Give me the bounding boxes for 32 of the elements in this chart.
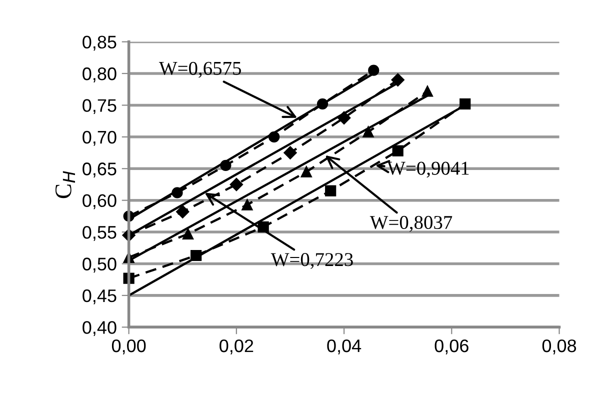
point xyxy=(300,166,312,178)
y-tick-label: 0,55 xyxy=(82,226,116,241)
point xyxy=(362,126,374,138)
x-tick-label: 0,02 xyxy=(220,339,254,354)
point xyxy=(242,199,253,210)
point xyxy=(230,178,244,192)
annotation: W=0,8037 xyxy=(370,216,452,232)
point xyxy=(391,73,404,86)
y-tick-label: 0,40 xyxy=(82,321,116,336)
y-tick-label: 0,65 xyxy=(82,162,116,178)
y-tick-label: 0,60 xyxy=(82,194,116,210)
point xyxy=(392,145,404,156)
point xyxy=(368,64,380,76)
y-tick-label: 0,50 xyxy=(82,258,116,273)
y-tick-label: 0,45 xyxy=(82,289,116,304)
annotation: W=0,7223 xyxy=(270,253,353,269)
point xyxy=(284,146,297,160)
annotation: W=0,6575 xyxy=(158,62,241,78)
point xyxy=(422,86,433,97)
y-axis-title: C$_{H}$ xyxy=(55,171,75,198)
x-tick-label: 0,06 xyxy=(434,339,468,354)
x-tick-label: 0,00 xyxy=(112,339,146,354)
x-tick-label: 0,04 xyxy=(327,339,362,354)
annotation: W=0,9041 xyxy=(387,162,469,178)
point xyxy=(182,228,194,240)
point xyxy=(325,185,336,196)
x-tick-label: 0,08 xyxy=(542,339,576,354)
y-tick-label: 0,75 xyxy=(82,99,116,114)
y-tick-label: 0,70 xyxy=(82,130,116,146)
y-tick-label: 0,85 xyxy=(82,36,116,51)
point xyxy=(176,205,190,218)
y-tick-label: 0,80 xyxy=(82,67,116,82)
